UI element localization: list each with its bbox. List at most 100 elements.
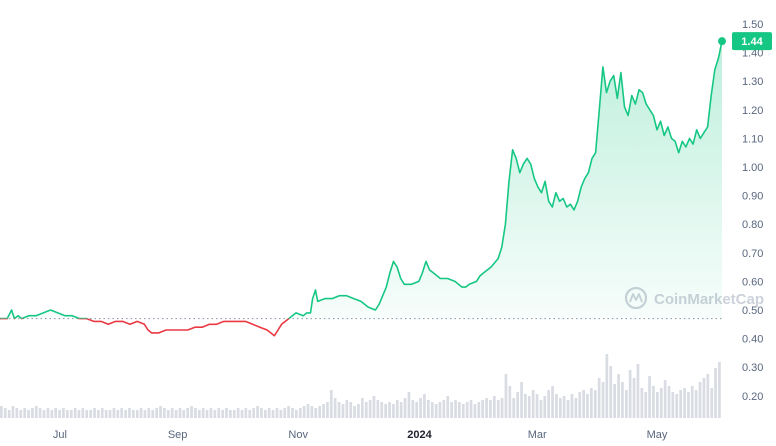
volume-bar: [469, 400, 473, 418]
volume-bar: [527, 396, 531, 418]
volume-bar: [302, 406, 306, 418]
volume-bar: [380, 402, 384, 418]
volume-bar: [46, 408, 50, 418]
volume-bar: [205, 410, 209, 418]
volume-bar: [229, 410, 232, 418]
volume-bar: [73, 408, 77, 418]
volume-bar: [656, 392, 659, 418]
volume-bar: [687, 392, 690, 418]
volume-bar: [597, 378, 601, 418]
volume-bar: [213, 410, 217, 418]
volume-bar: [124, 410, 127, 418]
y-tick-label: 1.30: [742, 76, 763, 88]
volume-bar: [19, 410, 23, 418]
volume-bar: [566, 400, 570, 418]
volume-bar: [260, 408, 263, 418]
y-tick-label: 1.10: [742, 133, 763, 145]
volume-bar: [256, 406, 259, 418]
volume-bar: [23, 408, 26, 418]
volume-bar: [248, 410, 252, 418]
volume-bar: [264, 410, 267, 418]
volume-bar: [333, 398, 337, 418]
volume-bar: [217, 408, 221, 418]
volume-bar: [178, 408, 182, 418]
volume-bar: [7, 410, 11, 418]
volume-bar: [58, 410, 61, 418]
y-tick-label: 0.40: [742, 334, 763, 346]
volume-bar: [496, 400, 500, 418]
volume-bar: [69, 410, 73, 418]
volume-bar: [679, 390, 682, 418]
volume-bar: [15, 408, 19, 418]
volume-bar: [66, 410, 69, 418]
volume-bar: [361, 398, 364, 418]
current-price-badge: 1.44: [732, 32, 772, 51]
volume-bar: [671, 392, 675, 418]
volume-bar: [535, 394, 539, 418]
volume-bar: [605, 354, 609, 418]
volume-bar: [11, 406, 15, 418]
volume-bar: [442, 400, 446, 418]
volume-bar: [108, 410, 112, 418]
volume-bar: [395, 400, 399, 418]
volume-bar: [427, 400, 430, 418]
volume-bar: [81, 408, 85, 418]
volume-bar: [636, 364, 640, 418]
volume-bar: [275, 408, 279, 418]
volume-bar: [252, 408, 255, 418]
volume-bar: [551, 386, 554, 418]
volume-bar: [578, 392, 582, 418]
volume-bar: [504, 374, 508, 418]
volume-bar: [574, 398, 578, 418]
price-line-down: [0, 318, 291, 337]
volume-bar: [295, 410, 298, 418]
volume-bar: [489, 400, 492, 418]
volume-bar: [473, 404, 477, 418]
volume-bar: [368, 400, 372, 418]
volume-bar: [694, 390, 698, 418]
volume-bar: [586, 394, 589, 418]
volume-bar: [376, 400, 380, 418]
volume-bar: [151, 410, 155, 418]
x-tick-label: Mar: [528, 429, 547, 441]
volume-bar: [628, 370, 632, 418]
volume-bar: [135, 410, 139, 418]
volume-bar: [698, 382, 702, 418]
volume-bar: [93, 408, 96, 418]
volume-bar: [524, 394, 527, 418]
volume-bar: [446, 396, 450, 418]
volume-bar: [357, 404, 360, 418]
volume-bar: [116, 410, 120, 418]
volume-bar: [182, 410, 186, 418]
volume-bar: [225, 408, 228, 418]
volume-bar: [31, 408, 34, 418]
y-tick-label: 1.40: [742, 48, 763, 60]
y-axis: 1.50 1.40 1.30 1.20 1.10 1.00 0.90 0.80 0.70 0.60…: [742, 19, 763, 403]
volume-bar: [174, 410, 178, 418]
last-price-point: [718, 37, 726, 46]
volume-bar: [143, 410, 147, 418]
volume-bar: [104, 410, 108, 418]
volume-bar: [625, 390, 628, 418]
volume-bar: [283, 408, 287, 418]
volume-bar: [539, 400, 543, 418]
volume-bar: [170, 408, 174, 418]
volume-bar: [512, 398, 516, 418]
volume-bar: [559, 398, 562, 418]
volume-bar: [718, 362, 721, 418]
volume-bar: [683, 388, 686, 418]
volume-bar: [403, 398, 407, 418]
volume-bar: [298, 408, 302, 418]
y-tick-label: 0.80: [742, 219, 763, 231]
volume-bar: [407, 392, 411, 418]
price-area-fill: [7, 41, 722, 319]
volume-bar: [547, 390, 550, 418]
volume-bar: [100, 408, 104, 418]
volume-bar: [112, 408, 116, 418]
volume-bar: [465, 402, 469, 418]
volume-bar: [337, 402, 341, 418]
volume-bar: [593, 390, 597, 418]
volume-bar: [194, 408, 197, 418]
volume-bar: [120, 408, 123, 418]
